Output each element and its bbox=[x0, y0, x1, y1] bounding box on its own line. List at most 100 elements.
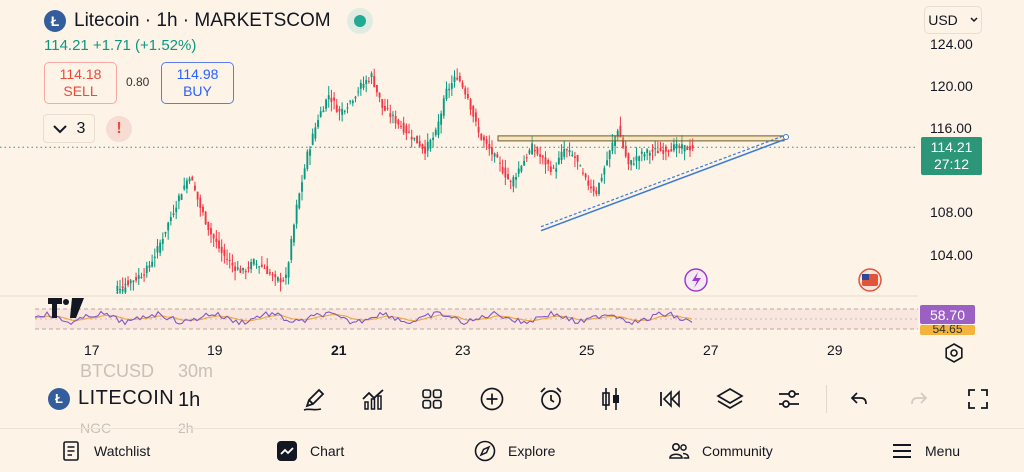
candle-body bbox=[656, 151, 659, 154]
nav-menu[interactable]: Menu bbox=[891, 429, 960, 472]
candle-body bbox=[367, 80, 370, 82]
candle-body bbox=[210, 228, 212, 235]
candle-body bbox=[619, 125, 622, 138]
candle-body bbox=[392, 114, 394, 116]
nav-explore[interactable]: Explore bbox=[474, 429, 555, 472]
date-axis-label: 17 bbox=[84, 342, 100, 358]
candle-body bbox=[151, 261, 154, 267]
candle-body bbox=[258, 266, 261, 268]
candle-body bbox=[362, 83, 365, 88]
drawing-tool-button[interactable] bbox=[298, 383, 330, 415]
candle-body bbox=[400, 125, 402, 127]
candle-body bbox=[279, 278, 282, 283]
candle-body bbox=[630, 160, 633, 165]
price-chart[interactable] bbox=[0, 0, 1024, 340]
compare-symbol-button[interactable] bbox=[476, 383, 508, 415]
candle-body bbox=[204, 211, 207, 225]
rsi-ma-value-tag: 54.65 bbox=[920, 325, 975, 335]
candle-body bbox=[646, 149, 649, 154]
candle-body bbox=[220, 246, 223, 253]
candle-body bbox=[509, 180, 512, 182]
candle-body bbox=[322, 110, 325, 113]
nav-watchlist[interactable]: Watchlist bbox=[60, 429, 150, 472]
symbol-header[interactable]: Ł Litecoin · 1h · MARKETSCOM bbox=[44, 8, 373, 34]
candle-body bbox=[466, 93, 469, 99]
undo-button[interactable] bbox=[843, 383, 875, 415]
candle-body bbox=[504, 167, 507, 178]
replay-button[interactable] bbox=[654, 383, 686, 415]
candle-body bbox=[424, 146, 427, 154]
candle-body bbox=[565, 149, 568, 151]
price-axis-label: 104.00 bbox=[930, 247, 973, 263]
settings-button[interactable] bbox=[773, 383, 805, 415]
candle-body bbox=[480, 133, 483, 140]
candle-body bbox=[314, 127, 317, 139]
candle-body bbox=[488, 143, 491, 149]
chart-type-button[interactable] bbox=[595, 383, 627, 415]
lightning-bolt-icon bbox=[692, 272, 701, 288]
layers-button[interactable] bbox=[714, 383, 746, 415]
buy-price: 114.98 bbox=[176, 66, 219, 82]
nav-watchlist-label: Watchlist bbox=[94, 443, 151, 459]
candle-body bbox=[557, 157, 560, 164]
candle-body bbox=[491, 147, 493, 155]
flag-canton bbox=[862, 274, 869, 280]
redo-button[interactable] bbox=[903, 383, 935, 415]
candle-body bbox=[632, 163, 635, 165]
interval-picker[interactable]: 1h bbox=[178, 389, 201, 411]
sliders-icon bbox=[779, 390, 799, 408]
plus-circle-icon bbox=[480, 387, 504, 411]
templates-button[interactable] bbox=[416, 383, 448, 415]
candle-body bbox=[606, 160, 608, 165]
candle-body bbox=[132, 280, 135, 282]
sell-button[interactable]: 114.18 SELL bbox=[44, 62, 117, 104]
ghost-symbol: BTCUSD bbox=[80, 361, 155, 381]
alert-button[interactable] bbox=[535, 383, 567, 415]
candle-body bbox=[218, 240, 220, 249]
candle-body bbox=[365, 79, 368, 84]
candle-body bbox=[172, 213, 175, 215]
candle-body bbox=[121, 286, 124, 289]
candle-body bbox=[499, 162, 501, 164]
candle-body bbox=[440, 113, 443, 125]
nav-chart[interactable]: Chart bbox=[276, 429, 344, 472]
candle-body bbox=[405, 125, 408, 134]
candle-body bbox=[413, 137, 416, 140]
candle-body bbox=[177, 195, 180, 202]
currency-selector[interactable]: USD bbox=[924, 6, 982, 34]
candle-body bbox=[670, 149, 673, 152]
buy-button[interactable]: 114.98 BUY bbox=[161, 62, 234, 104]
market-status-icon[interactable] bbox=[346, 8, 373, 34]
candle-body bbox=[453, 76, 456, 82]
candle-body bbox=[354, 96, 357, 99]
candle-body bbox=[507, 174, 509, 180]
candle-body bbox=[520, 166, 523, 172]
candle-body bbox=[135, 277, 138, 281]
warning-icon[interactable]: ! bbox=[106, 116, 132, 142]
chart-settings-icon[interactable] bbox=[942, 341, 966, 365]
candle-body bbox=[199, 197, 202, 208]
candle-body bbox=[223, 249, 226, 256]
hamburger-menu-icon bbox=[893, 444, 911, 458]
layers-icon bbox=[716, 388, 744, 409]
candle-body bbox=[271, 274, 274, 276]
trendline-handle bbox=[783, 133, 789, 140]
fullscreen-button[interactable] bbox=[962, 383, 994, 415]
candle-body bbox=[252, 259, 255, 265]
candle-body bbox=[119, 288, 121, 291]
candle-body bbox=[255, 263, 258, 265]
price-axis-label: 124.00 bbox=[930, 36, 973, 52]
symbol-picker[interactable]: Ł LITECOIN bbox=[48, 387, 178, 410]
nav-community[interactable]: Community bbox=[668, 429, 773, 472]
candle-body bbox=[512, 177, 515, 187]
indicators-button[interactable] bbox=[357, 383, 389, 415]
indicators-toggle-button[interactable]: 3 bbox=[43, 114, 95, 143]
candle-body bbox=[563, 148, 566, 157]
candle-body bbox=[196, 191, 199, 200]
candle-body bbox=[469, 98, 472, 110]
candle-body bbox=[416, 135, 418, 144]
candle-body bbox=[544, 157, 547, 165]
candle-body bbox=[266, 266, 269, 274]
candle-body bbox=[306, 151, 309, 169]
